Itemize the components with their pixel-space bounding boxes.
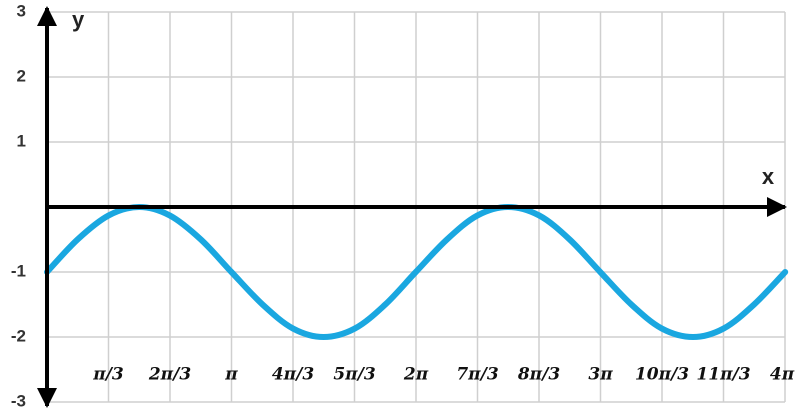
x-tick-label: 7π/3 (456, 365, 498, 385)
y-axis-label: y (72, 7, 85, 32)
x-tick-label: 2π/3 (148, 365, 191, 385)
x-tick-label: 5π/3 (333, 365, 375, 385)
x-tick-label: π (224, 365, 238, 385)
y-tick-label: 3 (17, 1, 26, 20)
x-axis-label: x (762, 164, 775, 189)
y-tick-label: -1 (11, 261, 26, 280)
x-tick-label: 4π/3 (272, 365, 314, 385)
curve (44, 203, 789, 341)
y-tick-label: -3 (11, 391, 26, 410)
x-tick-label: 8π/3 (517, 365, 560, 385)
x-tick-label: 11π/3 (696, 365, 750, 385)
x-tick-label: 2π (403, 365, 429, 385)
plot (44, 203, 789, 341)
y-tick-label: -2 (11, 326, 26, 345)
x-tick-label: 3π (588, 365, 613, 385)
x-tick-label: π/3 (92, 365, 124, 385)
y-tick-label: 1 (17, 131, 26, 150)
x-tick-label: 4π (770, 365, 795, 385)
x-tick-label: 10π/3 (635, 365, 689, 385)
y-tick-label: 2 (17, 66, 26, 85)
